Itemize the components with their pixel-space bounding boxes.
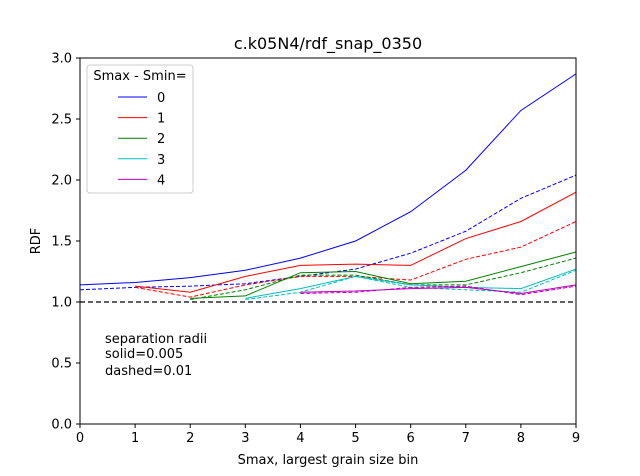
y-tick-label: 2.0 — [51, 174, 72, 189]
x-tick-label: 1 — [131, 431, 139, 446]
x-tick-label: 2 — [186, 431, 194, 446]
series-line-2-dashed — [190, 257, 577, 301]
annotation-line-3: dashed=0.01 — [105, 364, 192, 379]
x-tick-label: 3 — [241, 431, 249, 446]
y-axis-ticks: 0.0 0.5 1.0 1.5 2.0 2.5 3.0 — [51, 52, 80, 433]
legend-label-4: 4 — [157, 173, 165, 188]
series-line-1-solid — [135, 191, 577, 293]
series-line-0-solid — [79, 73, 577, 286]
legend-label-1: 1 — [157, 112, 165, 127]
x-tick-label: 5 — [351, 431, 359, 446]
x-axis-label: Smax, largest grain size bin — [238, 453, 419, 468]
y-tick-label: 0.0 — [51, 418, 72, 433]
legend-label-3: 3 — [157, 153, 165, 168]
y-tick-label: 3.0 — [51, 52, 72, 67]
y-tick-label: 1.5 — [51, 235, 72, 250]
x-tick-label: 7 — [462, 431, 470, 446]
annotation-line-2: solid=0.005 — [105, 347, 183, 362]
x-tick-label: 4 — [296, 431, 304, 446]
separation-radii-annotation: separation radii solid=0.005 dashed=0.01 — [105, 332, 207, 379]
series-line-0-dashed — [79, 174, 577, 291]
y-tick-label: 2.5 — [51, 113, 72, 128]
series-line-4-dashed — [300, 285, 577, 296]
y-axis-label: RDF — [29, 228, 44, 255]
legend-label-0: 0 — [157, 91, 165, 106]
legend-entries: 0 1 2 3 4 — [118, 91, 165, 188]
y-tick-label: 1.0 — [51, 296, 72, 311]
series-line-2-solid — [190, 251, 577, 299]
x-tick-label: 9 — [572, 431, 580, 446]
x-axis-ticks: 0 1 2 3 4 5 6 7 8 9 — [76, 424, 580, 446]
x-tick-label: 8 — [517, 431, 525, 446]
series-layer — [79, 73, 577, 301]
series-line-3-solid — [245, 268, 577, 299]
legend-label-2: 2 — [157, 132, 165, 147]
annotation-line-1: separation radii — [105, 332, 207, 347]
y-tick-label: 0.5 — [51, 357, 72, 372]
x-tick-label: 6 — [407, 431, 415, 446]
x-tick-label: 0 — [76, 431, 84, 446]
chart-title: c.k05N4/rdf_snap_0350 — [234, 34, 422, 54]
legend-title: Smax - Smin= — [93, 69, 186, 84]
legend: Smax - Smin= 0 1 2 3 4 — [86, 64, 194, 194]
legend-box — [86, 64, 194, 194]
series-line-4-solid — [300, 284, 577, 294]
